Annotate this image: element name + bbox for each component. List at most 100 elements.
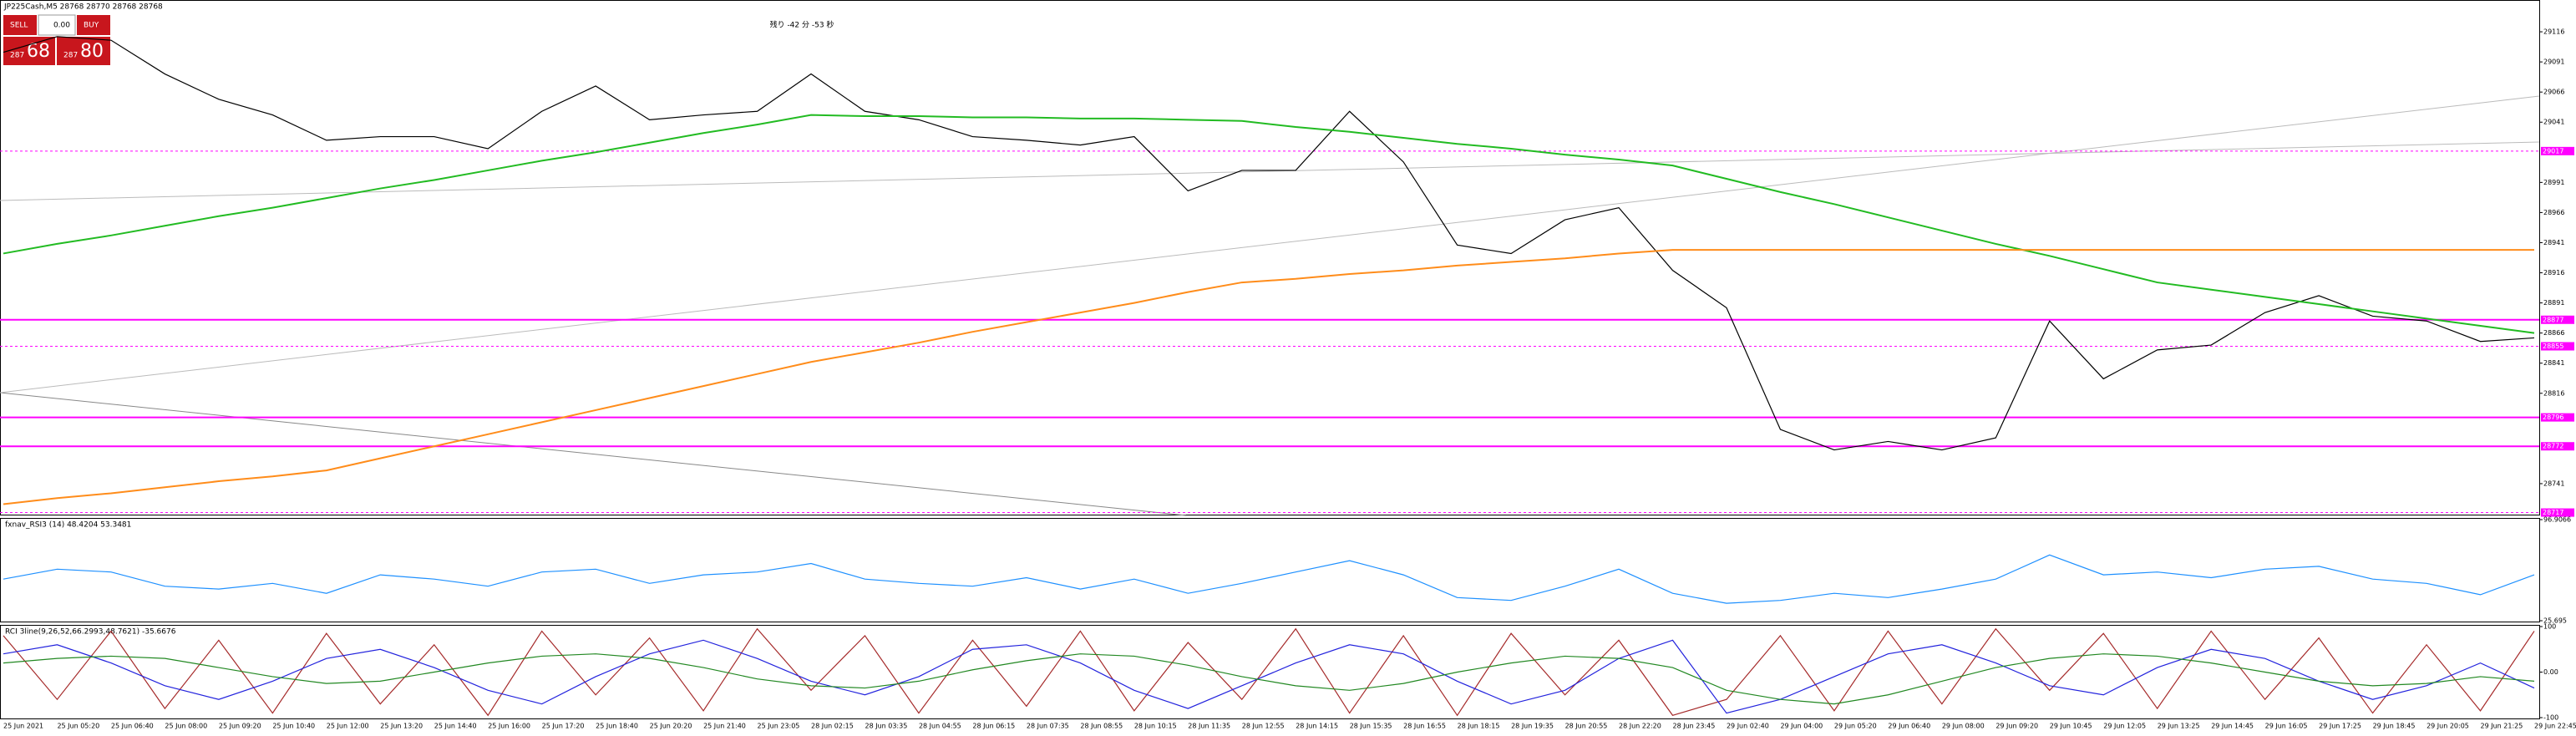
x-tick-label: 29 Jun 04:00 xyxy=(1780,723,1823,730)
ask-big: 80 xyxy=(80,41,104,62)
y-tick-label: 28941 xyxy=(2543,239,2564,246)
x-tick-label: 28 Jun 12:55 xyxy=(1242,723,1285,730)
y-tick-label: 96.9066 xyxy=(2543,516,2571,524)
symbol-info: JP225Cash,M5 28768 28770 28768 28768 xyxy=(3,3,163,12)
level-tag xyxy=(2541,315,2574,324)
y-tick-label: 28916 xyxy=(2543,269,2564,277)
series-line xyxy=(3,554,2535,604)
x-tick-label: 29 Jun 17:25 xyxy=(2319,723,2361,730)
x-tick-label: 28 Jun 03:35 xyxy=(865,723,907,730)
x-tick-label: 29 Jun 05:20 xyxy=(1834,723,1877,730)
x-tick-label: 25 Jun 20:20 xyxy=(650,723,692,730)
level-tag xyxy=(2541,342,2574,351)
sell-label: SELL xyxy=(10,22,28,30)
rsi-title: fxnav_RSI3 (14) 48.4204 53.3481 xyxy=(5,521,131,530)
trendline xyxy=(0,392,1187,516)
x-tick-label: 25 Jun 21:40 xyxy=(703,723,746,730)
buy-button[interactable] xyxy=(77,15,110,35)
x-tick-label: 28 Jun 19:35 xyxy=(1511,723,1554,730)
bid-box[interactable] xyxy=(3,37,55,65)
countdown: 残り -42 分 -53 秒 xyxy=(770,20,834,30)
x-tick-label: 25 Jun 08:00 xyxy=(165,723,207,730)
x-tick-label: 28 Jun 20:55 xyxy=(1565,723,1608,730)
price-panel-frame xyxy=(0,0,2540,515)
x-tick-label: 25 Jun 16:00 xyxy=(488,723,530,730)
level-label: 29017 xyxy=(2543,147,2563,155)
level-tag xyxy=(2541,413,2574,422)
x-tick-label: 28 Jun 07:35 xyxy=(1027,723,1069,730)
x-tick-label: 25 Jun 09:20 xyxy=(219,723,261,730)
y-tick-label: 28891 xyxy=(2543,299,2564,307)
series-line xyxy=(3,627,2535,717)
y-tick-label: 29066 xyxy=(2543,89,2564,96)
x-tick-label: 29 Jun 20:05 xyxy=(2426,723,2469,730)
y-tick-label: 25.695 xyxy=(2543,617,2567,625)
ask-box[interactable] xyxy=(57,37,110,65)
x-tick-label: 29 Jun 13:25 xyxy=(2158,723,2200,730)
series-line xyxy=(3,249,2534,505)
y-tick-label: 28966 xyxy=(2543,209,2564,216)
x-tick-label: 29 Jun 16:05 xyxy=(2265,723,2308,730)
x-tick-label: 29 Jun 02:40 xyxy=(1727,723,1769,730)
series-line xyxy=(3,653,2535,705)
x-tick-label: 25 Jun 13:20 xyxy=(380,723,423,730)
x-tick-label: 28 Jun 11:35 xyxy=(1188,723,1230,730)
y-tick-label: 29116 xyxy=(2543,28,2564,36)
x-tick-label: 28 Jun 10:15 xyxy=(1134,723,1177,730)
x-tick-label: 29 Jun 21:25 xyxy=(2481,723,2523,730)
y-tick-label: 28741 xyxy=(2543,480,2564,487)
x-tick-label: 25 Jun 17:20 xyxy=(542,723,585,730)
y-tick-label: -100 xyxy=(2543,714,2558,722)
trendline xyxy=(0,95,2540,393)
x-tick-label: 25 Jun 2021 xyxy=(3,723,43,730)
y-tick-label: 29091 xyxy=(2543,58,2564,66)
lot-input[interactable] xyxy=(38,14,76,36)
x-tick-label: 28 Jun 15:35 xyxy=(1350,723,1392,730)
level-tag xyxy=(2541,146,2574,155)
level-tag xyxy=(2541,442,2574,451)
y-tick-label: 0.00 xyxy=(2543,668,2558,676)
x-tick-label: 28 Jun 14:15 xyxy=(1296,723,1338,730)
x-tick-label: 29 Jun 14:45 xyxy=(2211,723,2254,730)
x-tick-label: 28 Jun 06:15 xyxy=(972,723,1015,730)
bid-prefix: 287 xyxy=(10,52,24,60)
x-tick-label: 29 Jun 12:05 xyxy=(2103,723,2146,730)
x-tick-label: 29 Jun 06:40 xyxy=(1888,723,1930,730)
level-label: 28772 xyxy=(2543,443,2563,450)
x-tick-label: 28 Jun 23:45 xyxy=(1673,723,1716,730)
x-tick-label: 25 Jun 14:40 xyxy=(434,723,477,730)
x-tick-label: 29 Jun 08:00 xyxy=(1942,723,1985,730)
y-tick-label: 28816 xyxy=(2543,389,2564,397)
rsi-panel-frame xyxy=(0,518,2540,622)
series-line xyxy=(3,114,2535,334)
rci-title: RCI 3line(9,26,52,66.2993,48.7621) -35.6… xyxy=(5,628,176,637)
y-tick-label: 28991 xyxy=(2543,179,2564,186)
y-tick-label: 29041 xyxy=(2543,119,2564,126)
x-tick-label: 29 Jun 18:45 xyxy=(2373,723,2416,730)
level-label: 28855 xyxy=(2543,343,2563,350)
trendline xyxy=(0,141,2540,201)
x-tick-label: 25 Jun 05:20 xyxy=(57,723,99,730)
series-line xyxy=(3,639,2535,714)
x-tick-label: 29 Jun 09:20 xyxy=(1995,723,2038,730)
y-tick-label: 100 xyxy=(2543,623,2556,631)
level-label: 28717 xyxy=(2543,509,2563,516)
sell-button[interactable] xyxy=(3,15,37,35)
series-line xyxy=(3,36,2535,451)
y-tick-label: 28866 xyxy=(2543,329,2564,337)
y-tick-label: 28841 xyxy=(2543,359,2564,367)
lot-value: 0.00 xyxy=(53,22,70,30)
level-tag xyxy=(2541,508,2574,517)
x-tick-label: 28 Jun 02:15 xyxy=(811,723,854,730)
x-tick-label: 25 Jun 18:40 xyxy=(596,723,638,730)
x-tick-label: 25 Jun 06:40 xyxy=(111,723,154,730)
x-tick-label: 28 Jun 22:20 xyxy=(1619,723,1661,730)
level-label: 28796 xyxy=(2543,414,2563,421)
x-tick-label: 28 Jun 04:55 xyxy=(919,723,961,730)
x-tick-label: 25 Jun 10:40 xyxy=(272,723,315,730)
trade-panel: SELL 0.00 BUY 287 68 287 80 xyxy=(3,14,110,65)
x-tick-label: 29 Jun 22:45 xyxy=(2534,723,2576,730)
buy-label: BUY xyxy=(84,22,99,30)
